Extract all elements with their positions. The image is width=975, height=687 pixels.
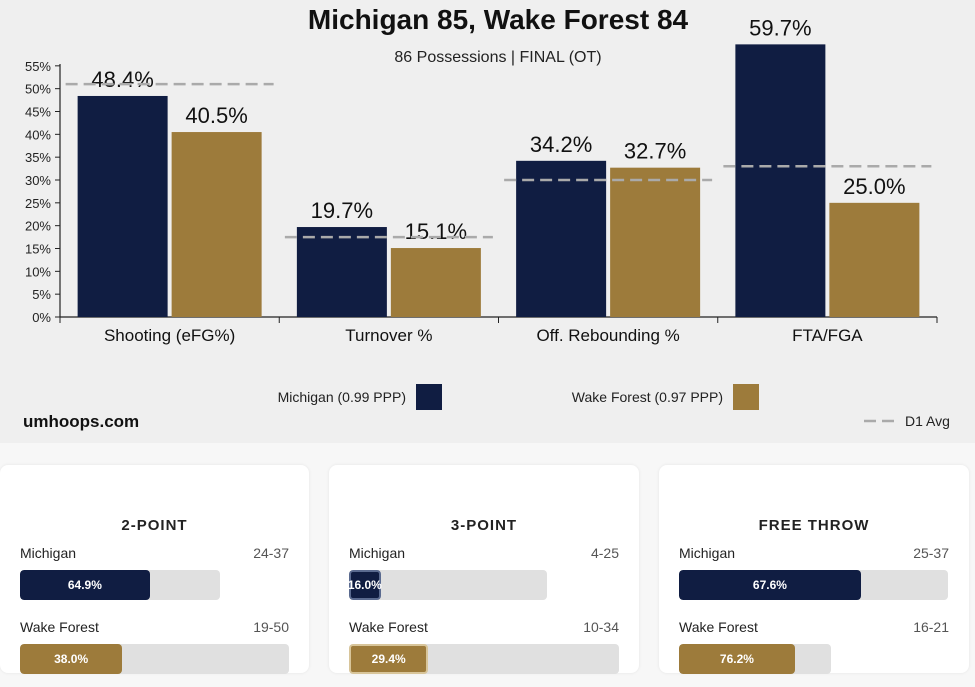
percentage-bar-fill: 29.4% <box>349 644 429 674</box>
four-factors-chart: Michigan 85, Wake Forest 84 86 Possession… <box>23 4 950 431</box>
shooting-panel: 2-POINT Michigan 24-37 64.9% Wake Forest 19-5… <box>0 443 975 687</box>
shooting-card-2-point: 2-POINT Michigan 24-37 64.9% Wake Forest 19-5… <box>0 465 309 674</box>
y-tick-label: 5% <box>32 287 51 302</box>
y-tick-label: 15% <box>25 242 51 257</box>
bar-value-label: 34.2% <box>530 132 592 157</box>
bar-value-label: 25.0% <box>843 174 905 199</box>
bar-wake-forest <box>171 132 262 317</box>
y-tick-label: 10% <box>25 264 51 279</box>
legend-label-michigan: Michigan (0.99 PPP) <box>278 389 406 405</box>
team-name: Michigan <box>349 545 406 561</box>
bar-value-label: 48.4% <box>91 67 153 92</box>
bar-michigan <box>77 95 168 318</box>
made-attempted: 10-34 <box>583 619 619 635</box>
bar-michigan <box>735 44 826 318</box>
x-tick-label: FTA/FGA <box>792 326 863 345</box>
percentage-bar-fill: 38.0% <box>20 644 123 674</box>
chart-title: Michigan 85, Wake Forest 84 <box>308 4 689 35</box>
x-tick-label: Shooting (eFG%) <box>104 326 235 345</box>
percentage-bar-fill: 67.6% <box>679 570 861 600</box>
percentage-bar-fill: 76.2% <box>679 644 795 674</box>
chart-subtitle: 86 Possessions | FINAL (OT) <box>394 49 601 66</box>
team-name: Wake Forest <box>679 619 758 635</box>
y-tick-label: 35% <box>25 150 51 165</box>
bar-michigan <box>516 160 607 317</box>
y-tick-label: 30% <box>25 173 51 188</box>
legend-swatch-michigan <box>416 384 442 410</box>
bar-value-label: 19.7% <box>311 198 373 223</box>
y-tick-label: 40% <box>25 127 51 142</box>
percentage-bar-fill: 16.0% <box>349 570 382 600</box>
team-name: Wake Forest <box>349 619 428 635</box>
bar-wake-forest <box>390 248 481 317</box>
shooting-card-3-point: 3-POINT Michigan 4-25 16.0% Wake Forest 10-34… <box>329 465 639 674</box>
percentage-bar-track: 38.0% <box>20 644 289 674</box>
y-tick-label: 25% <box>25 196 51 211</box>
card-title: 3-POINT <box>450 517 518 534</box>
percentage-bar-track: 29.4% <box>349 644 619 674</box>
percentage-bar-track: 64.9% <box>20 570 220 600</box>
team-name: Michigan <box>679 545 736 561</box>
bar-michigan <box>296 227 387 317</box>
bar-value-label: 59.7% <box>749 15 811 40</box>
bar-value-label: 40.5% <box>185 103 247 128</box>
made-attempted: 4-25 <box>590 545 619 561</box>
y-tick-label: 0% <box>32 310 51 325</box>
shooting-card-free-throw: FREE THROW Michigan 25-37 67.6% Wake Forest 1… <box>659 465 969 674</box>
y-tick-label: 45% <box>25 105 51 120</box>
legend-swatch-wake-forest <box>733 384 759 410</box>
bar-wake-forest <box>610 167 701 317</box>
bar-wake-forest <box>829 202 920 317</box>
legend-label-wake-forest: Wake Forest (0.97 PPP) <box>572 389 723 405</box>
legend-label-d1-avg: D1 Avg <box>905 413 950 429</box>
y-tick-label: 20% <box>25 219 51 234</box>
x-tick-label: Off. Rebounding % <box>536 326 679 345</box>
watermark: umhoops.com <box>23 412 139 431</box>
percentage-bar-track: 76.2% <box>679 644 831 674</box>
card-title: FREE THROW <box>758 517 870 534</box>
team-name: Michigan <box>20 545 77 561</box>
made-attempted: 16-21 <box>913 619 949 635</box>
percentage-bar-fill: 64.9% <box>20 570 150 600</box>
y-tick-label: 55% <box>25 59 51 74</box>
percentage-bar-track: 16.0% <box>349 570 547 600</box>
bar-value-label: 32.7% <box>624 139 686 164</box>
chart-svg: Michigan 85, Wake Forest 84 86 Possession… <box>23 4 950 431</box>
made-attempted: 25-37 <box>913 545 949 561</box>
made-attempted: 24-37 <box>253 545 289 561</box>
card-title: 2-POINT <box>121 517 188 534</box>
bar-value-label: 15.1% <box>405 219 467 244</box>
y-tick-label: 50% <box>25 82 51 97</box>
team-name: Wake Forest <box>20 619 99 635</box>
x-tick-label: Turnover % <box>345 326 432 345</box>
made-attempted: 19-50 <box>253 619 289 635</box>
percentage-bar-track: 67.6% <box>679 570 948 600</box>
